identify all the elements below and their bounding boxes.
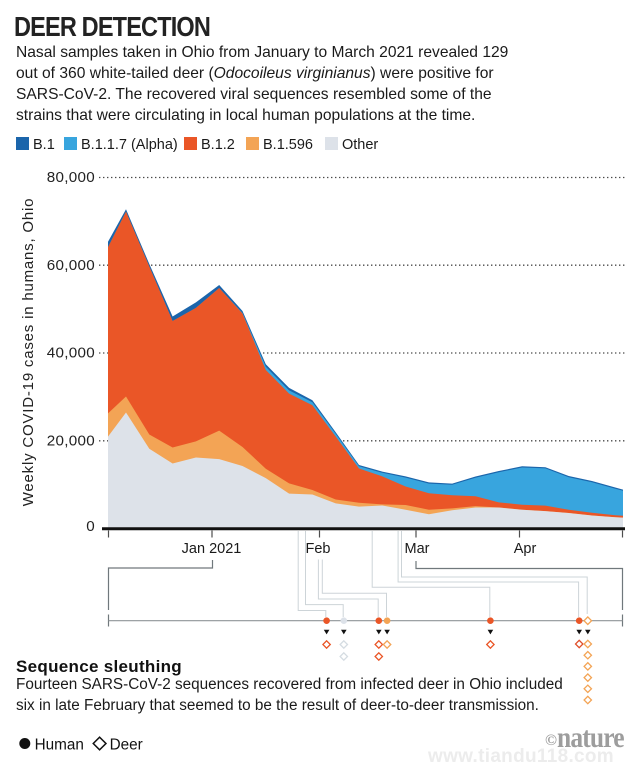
svg-text:Jan 2021: Jan 2021 — [182, 541, 242, 557]
svg-text:0: 0 — [86, 518, 95, 535]
svg-text:Human: Human — [35, 736, 84, 753]
svg-text:40,000: 40,000 — [47, 345, 95, 362]
svg-text:Weekly COVID-19 cases in human: Weekly COVID-19 cases in humans, Ohio — [20, 198, 37, 507]
svg-text:Feb: Feb — [306, 541, 331, 557]
svg-text:Apr: Apr — [514, 541, 537, 557]
svg-text:20,000: 20,000 — [47, 432, 95, 449]
svg-text:60,000: 60,000 — [47, 257, 95, 274]
svg-text:Mar: Mar — [405, 541, 430, 557]
svg-text:80,000: 80,000 — [47, 169, 95, 186]
svg-text:Deer: Deer — [110, 736, 143, 753]
